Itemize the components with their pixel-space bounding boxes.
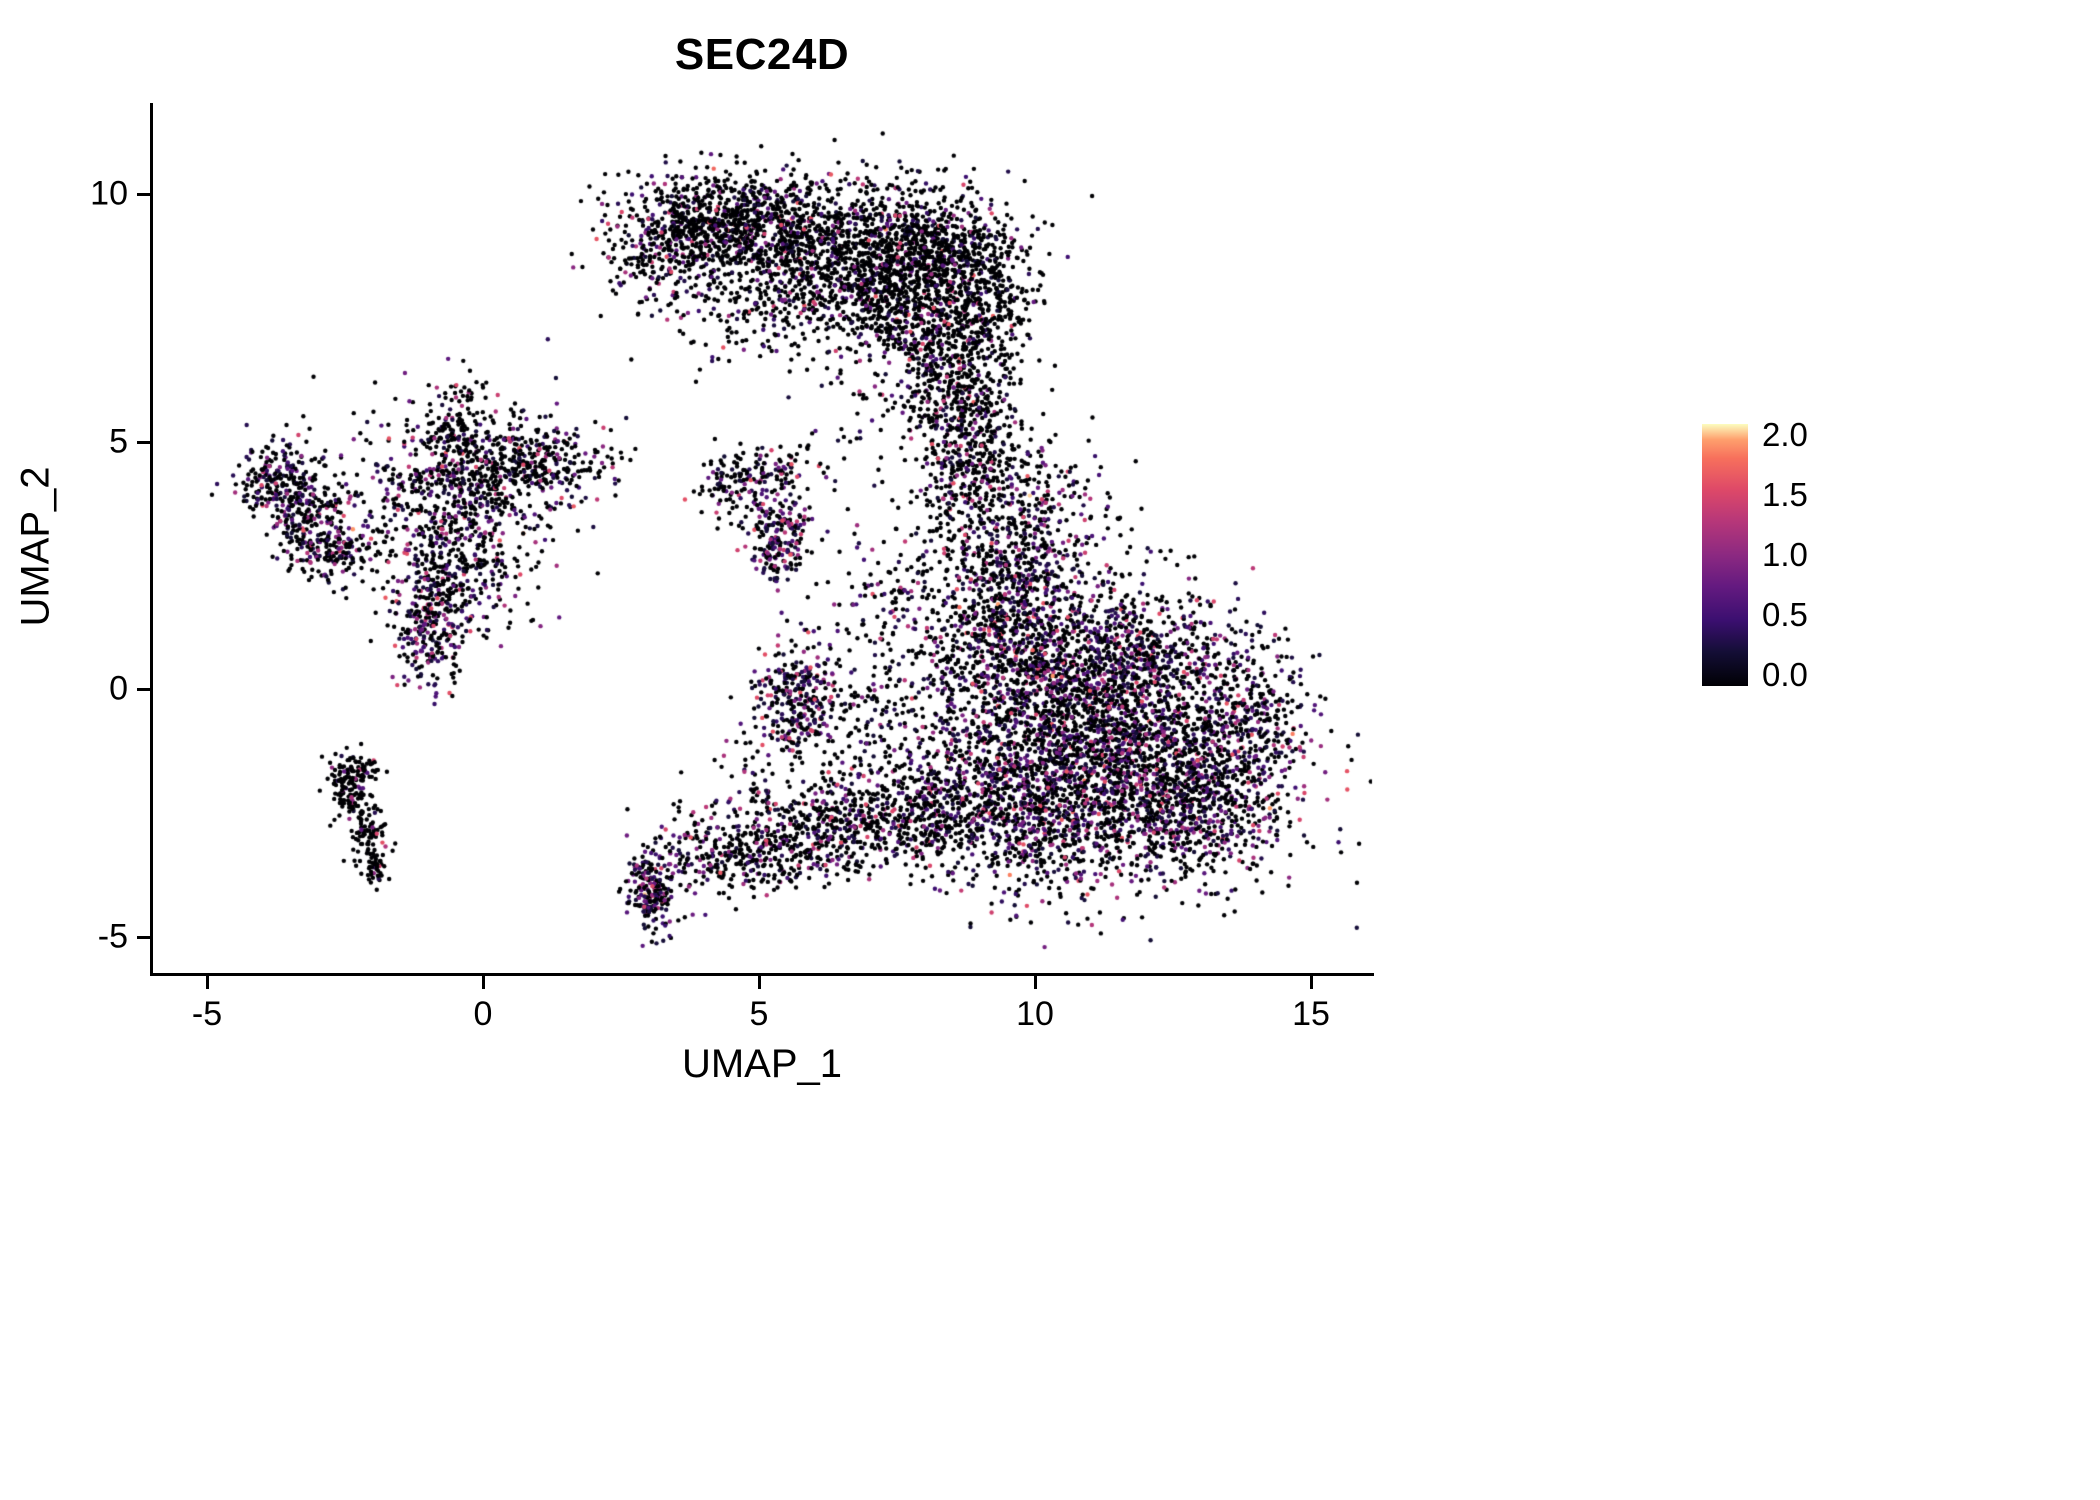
colorbar-tick-label: 0.5 (1762, 596, 1808, 633)
colorbar-tick-label: 1.0 (1762, 536, 1808, 573)
y-tick-label: 0 (109, 669, 128, 708)
colorbar-tick-label: 1.5 (1762, 476, 1808, 513)
y-tick-label: -5 (97, 917, 128, 955)
x-tick-mark (206, 976, 209, 989)
y-tick-mark (137, 440, 150, 444)
y-tick-mark (137, 935, 150, 939)
y-tick-label: 10 (90, 174, 128, 213)
x-tick-label: 0 (473, 995, 493, 1033)
colorbar-tick-label: 0.0 (1762, 656, 1808, 693)
x-tick-label: 5 (749, 995, 769, 1033)
x-axis-line (150, 973, 1374, 976)
x-tick-label: 15 (1292, 995, 1330, 1033)
x-axis-label: UMAP_1 (681, 1042, 843, 1086)
x-tick-mark (1034, 976, 1037, 989)
x-tick-mark (758, 976, 761, 989)
y-tick-label: 5 (109, 422, 128, 460)
x-tick-label: 10 (1016, 995, 1054, 1033)
expression-colorbar (1702, 424, 1748, 686)
y-tick-mark (137, 193, 150, 196)
x-tick-mark (1310, 976, 1313, 989)
x-tick-mark (482, 976, 485, 989)
y-axis-line (150, 103, 153, 975)
y-tick-mark (137, 688, 150, 691)
y-axis-label: UMAP_2 (13, 466, 58, 627)
colorbar-tick-label: 2.0 (1762, 416, 1808, 453)
x-tick-label: -5 (191, 995, 223, 1033)
